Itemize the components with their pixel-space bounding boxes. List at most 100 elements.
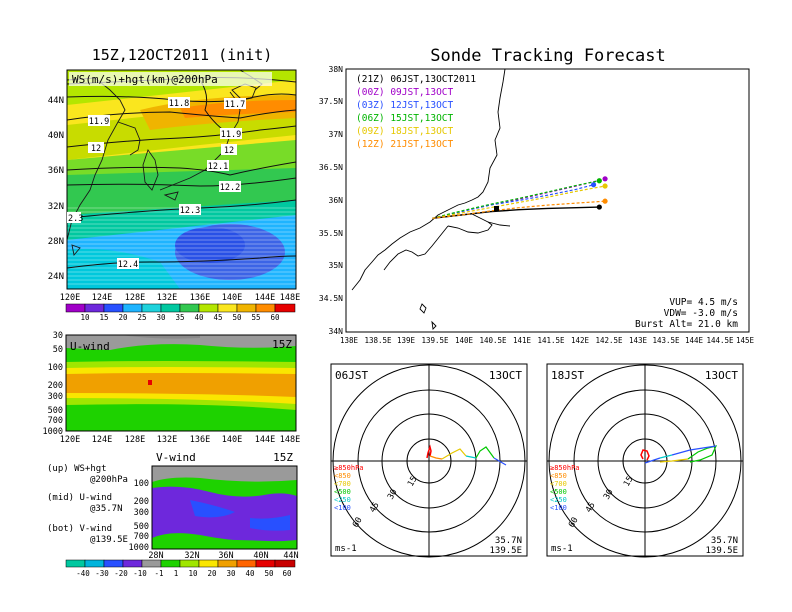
colorbar-label: 50 [264, 569, 274, 578]
tick-label: 148E [280, 435, 300, 445]
tick-label: 44N [283, 551, 298, 561]
track-endpoint-3 [596, 178, 602, 184]
tick-label: 1000 [43, 427, 63, 437]
hodograph-time: 18JST [551, 369, 584, 382]
tick-label: 120E [60, 293, 80, 303]
colorbar-label: 35 [175, 313, 184, 322]
hodograph-lat: 35.7N [711, 536, 738, 546]
colorbar-label: 10 [188, 569, 198, 578]
colorbar-label: 20 [118, 313, 128, 322]
tick-label: 300 [48, 392, 63, 402]
tick-label: 138.5E [364, 336, 392, 345]
contour-label: 12.2 [220, 183, 240, 193]
tick-label: 143E [629, 336, 648, 345]
upper-map-contour-labels: 11.8 11.7 11.9 12 11.9 12 12.1 12.2 12.3… [67, 97, 246, 270]
track-map-frame [345, 68, 750, 333]
colorbar-label: 45 [213, 313, 222, 322]
tick-label: 40N [48, 131, 64, 141]
ws-colorbar: 10 15 20 25 30 35 40 45 50 55 60 [65, 303, 296, 322]
wind-colorbar: -40 -30 -20 -10 -1 1 10 20 30 40 50 60 [65, 559, 296, 578]
tick-label: 30 [53, 331, 63, 341]
param-line: VUP= 4.5 m/s [669, 297, 738, 308]
uwind-panel: U-wind 15Z 30 50 100 200 300 500 700 100… [43, 331, 301, 445]
upper-map-y-ticks: 44N 40N 36N 32N 28N 24N [48, 96, 64, 282]
ring-label: 30 [602, 488, 616, 502]
panel-notes: (up) WS+hgt @200hPa (mid) U-wind @35.7N … [47, 464, 128, 545]
track-endpoint-0 [596, 204, 602, 210]
tick-label: 140E [222, 293, 242, 303]
level-legend: <850 [334, 472, 351, 480]
ring-label: 15 [622, 475, 636, 489]
track-map: (21Z) 06JST,13OCT2011 (00Z) 09JST,13OCT … [319, 65, 755, 345]
tick-label: 28N [148, 551, 163, 561]
level-legend: <700 [550, 480, 567, 488]
tick-label: 37.5N [319, 97, 343, 106]
colorbar-label: 55 [251, 313, 260, 322]
legend-entry: (06Z) 15JST,13OCT [356, 113, 454, 124]
colorbar-label: 30 [226, 569, 236, 578]
tick-label: 148E [280, 293, 300, 303]
legend-entry: (12Z) 21JST,13OCT [356, 139, 454, 150]
tick-label: 132E [157, 293, 177, 303]
vwind-label: V-wind [156, 451, 196, 464]
tick-label: 138E [340, 336, 359, 345]
colorbar-label: 30 [156, 313, 166, 322]
ring-label: 45 [368, 501, 382, 515]
tick-label: 36N [48, 166, 64, 176]
upper-map-frame [66, 69, 297, 290]
level-legend: ≥850hPa [334, 464, 364, 472]
colorbar-label: 50 [232, 313, 242, 322]
tick-label: 141.5E [537, 336, 565, 345]
tick-label: 34.5N [319, 294, 343, 303]
contour-label: 12.3 [180, 206, 200, 216]
hodograph-lon: 139.5E [489, 546, 522, 556]
tick-label: 100 [48, 363, 63, 373]
colorbar-label: -1 [154, 569, 163, 578]
hodograph-lat: 35.7N [495, 536, 522, 546]
tick-label: 144E [255, 435, 275, 445]
colorbar-label: -40 [76, 569, 90, 578]
legend-entry: (03Z) 12JST,13OCT [356, 100, 454, 111]
tick-label: 1000 [129, 543, 149, 553]
ring-label: 60 [567, 516, 581, 530]
tick-label: 35.5N [319, 229, 343, 238]
tick-label: 142E [571, 336, 590, 345]
upper-map-label: WS(m/s)+hgt(km)@200hPa [72, 73, 218, 86]
contour-label: 11.7 [225, 100, 245, 110]
tick-label: 144E [255, 293, 275, 303]
legend-entry: (00Z) 09JST,13OCT [356, 87, 454, 98]
tick-label: 139.5E [421, 336, 449, 345]
tick-label: 141E [513, 336, 532, 345]
colorbar-label: 25 [137, 313, 146, 322]
level-legend: <100 [334, 504, 351, 512]
hodograph-06jst: 06JST 13OCT 15 30 45 60 ≥850hPa <850 <70… [330, 363, 528, 558]
tick-label: 136E [190, 293, 210, 303]
tick-label: 700 [48, 416, 63, 426]
tick-label: 124E [92, 435, 112, 445]
tick-label: 36N [218, 551, 233, 561]
ring-label: 45 [584, 501, 598, 515]
hodograph-unit: ms-1 [551, 544, 573, 554]
contour-label: 11.8 [169, 99, 189, 109]
tick-label: 44N [48, 96, 64, 106]
tick-label: 500 [134, 522, 149, 532]
track-line-3 [432, 180, 600, 219]
tick-label: 143.5E [652, 336, 680, 345]
vwind-time: 15Z [273, 451, 293, 464]
tick-label: 140.5E [479, 336, 507, 345]
hodograph-date: 13OCT [705, 369, 738, 382]
upper-map-x-ticks: 120E 124E 128E 132E 136E 140E 144E 148E [60, 293, 300, 303]
colorbar-label: 1 [174, 569, 179, 578]
tick-label: 500 [48, 406, 63, 416]
colorbar-label: 20 [207, 569, 217, 578]
param-line: Burst Alt= 21.0 km [635, 319, 738, 330]
track-endpoint-5 [602, 198, 608, 204]
tick-label: 142.5E [595, 336, 623, 345]
track-legend: (21Z) 06JST,13OCT2011 (00Z) 09JST,13OCT … [356, 74, 476, 150]
track-endpoint-2 [590, 182, 597, 188]
tick-label: 144E [685, 336, 704, 345]
level-legend: <700 [334, 480, 351, 488]
level-legend: <250 [334, 496, 351, 504]
track-line-4 [432, 185, 606, 219]
